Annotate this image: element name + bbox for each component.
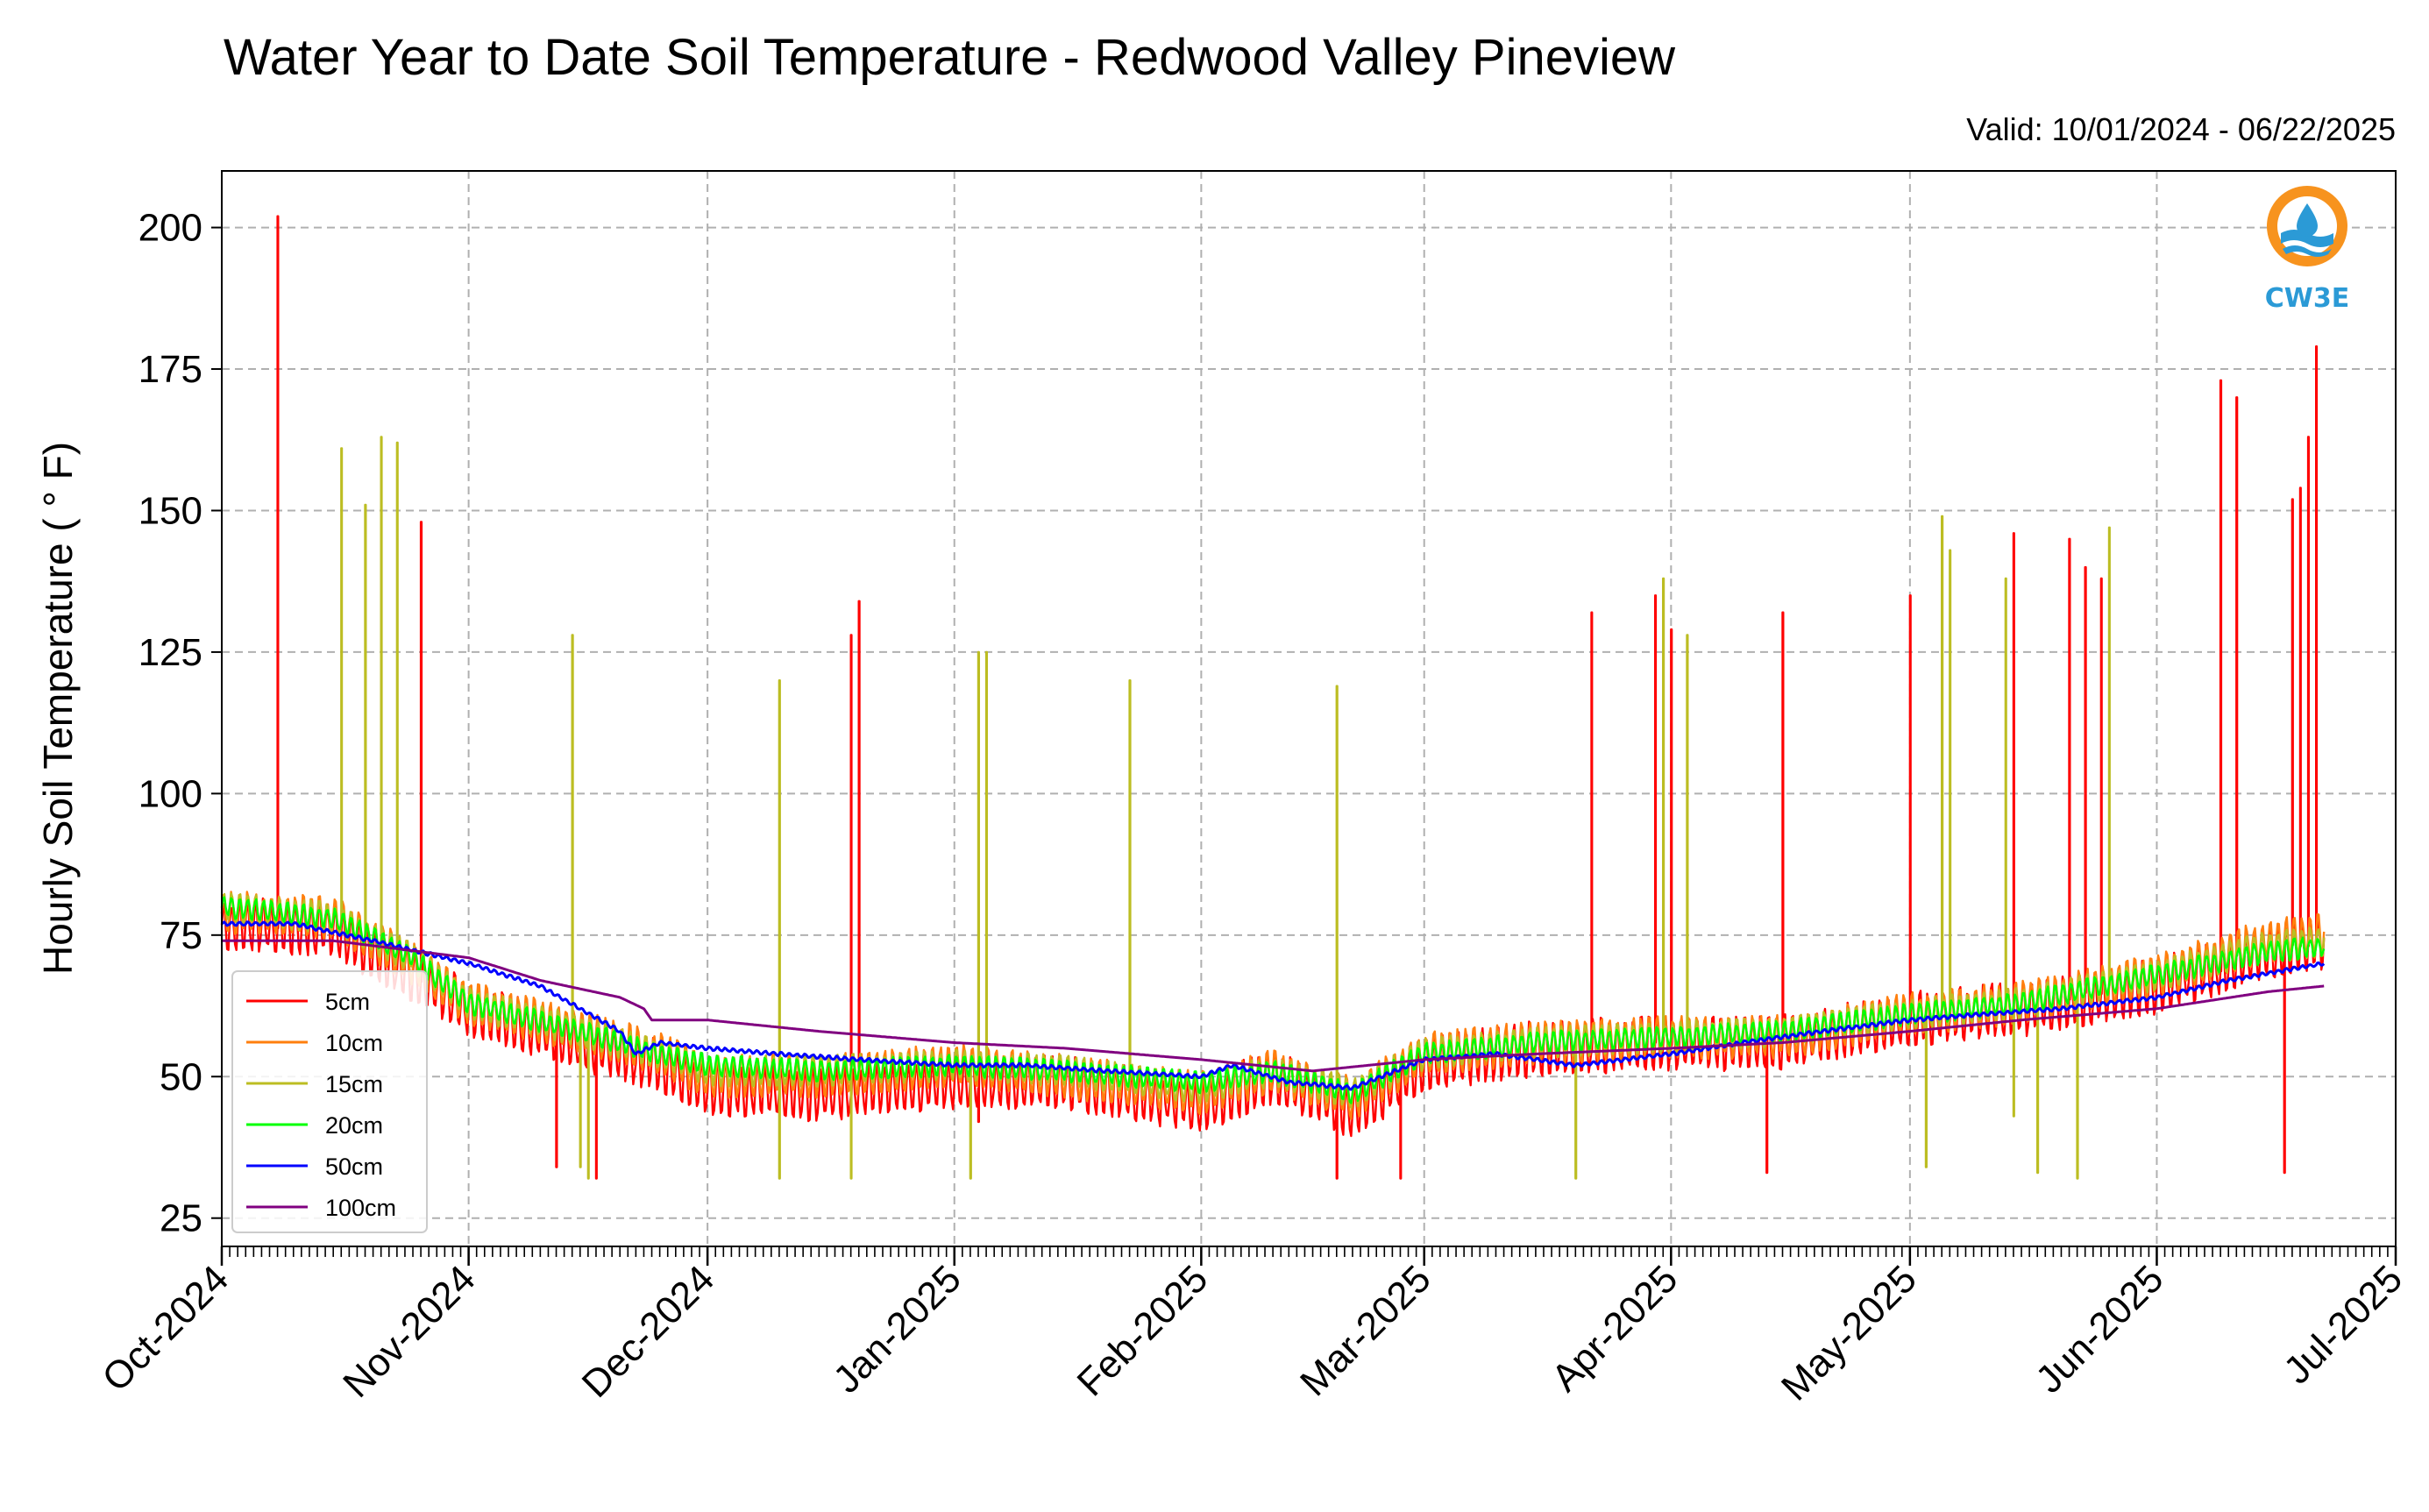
y-axis: 25 50 75 100 125 150 175 200 xyxy=(138,207,222,1240)
x-tick-label: May-2025 xyxy=(1773,1257,1925,1409)
legend-entry: 10cm xyxy=(325,1030,383,1056)
legend-entry: 5cm xyxy=(325,989,370,1015)
y-tick-label: 75 xyxy=(160,914,202,957)
x-tick-label: Dec-2024 xyxy=(574,1257,723,1406)
series-line-20cm xyxy=(220,896,2326,1104)
y-tick-label: 50 xyxy=(160,1055,202,1098)
legend-entry: 15cm xyxy=(325,1071,383,1097)
y-tick-label: 125 xyxy=(138,631,202,674)
series-line-50cm xyxy=(220,920,2326,1091)
y-tick-label: 200 xyxy=(138,207,202,250)
x-tick-label: Oct-2024 xyxy=(94,1257,237,1400)
x-tick-label: Jun-2025 xyxy=(2028,1257,2171,1401)
legend: 5cm 10cm 15cm 20cm 50cm 100cm xyxy=(231,970,428,1233)
x-tick-label: Mar-2025 xyxy=(1292,1257,1439,1404)
x-axis: Oct-2024 Nov-2024 Dec-2024 Jan-2025 Feb-2025… xyxy=(94,1246,2411,1409)
x-tick-label: Feb-2025 xyxy=(1069,1257,1217,1404)
series-layer xyxy=(220,215,2326,1180)
x-tick-label: Jan-2025 xyxy=(825,1257,969,1401)
x-tick-label: Apr-2025 xyxy=(1544,1257,1687,1400)
x-tick-label: Nov-2024 xyxy=(335,1257,484,1406)
plot-frame xyxy=(221,170,2397,1247)
cw3e-logo: CW3E xyxy=(2265,186,2349,314)
chart-title: Water Year to Date Soil Temperature - Re… xyxy=(224,29,1676,86)
legend-entry: 20cm xyxy=(325,1112,383,1139)
y-tick-label: 100 xyxy=(138,772,202,815)
water-drop-icon xyxy=(2297,203,2318,237)
series-line-100cm xyxy=(222,939,2325,1073)
y-tick-label: 175 xyxy=(138,348,202,391)
legend-entry: 100cm xyxy=(325,1195,396,1221)
legend-entry: 50cm xyxy=(325,1154,383,1180)
y-axis-label: Hourly Soil Temperature ( ° F) xyxy=(35,442,81,975)
x-tick-label: Jul-2025 xyxy=(2276,1257,2411,1392)
y-tick-label: 25 xyxy=(160,1197,202,1240)
y-tick-label: 150 xyxy=(138,489,202,532)
valid-date-range: Valid: 10/01/2024 - 06/22/2025 xyxy=(1966,111,2396,147)
logo-text: CW3E xyxy=(2265,283,2349,314)
